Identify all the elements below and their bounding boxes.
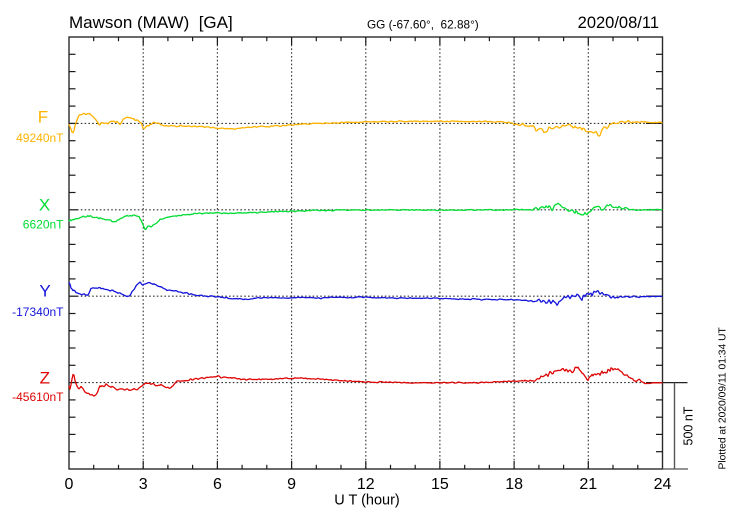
svg-text:21: 21 [579,476,597,493]
svg-text:-17340nT: -17340nT [12,305,64,319]
svg-text:6620nT: 6620nT [23,217,64,231]
svg-text:6: 6 [213,476,222,493]
svg-text:49240nT: 49240nT [16,131,64,145]
svg-text:9: 9 [287,476,296,493]
svg-text:24: 24 [654,476,672,493]
svg-text:0: 0 [65,476,74,493]
svg-text:18: 18 [505,476,523,493]
svg-text:3: 3 [139,476,148,493]
svg-text:12: 12 [357,476,375,493]
svg-text:Y: Y [39,282,50,301]
svg-text:Z: Z [40,369,50,388]
svg-text:X: X [39,196,50,215]
svg-text:GG (-67.60°, 62.88°): GG (-67.60°, 62.88°) [367,18,479,32]
svg-text:500 nT: 500 nT [682,406,696,445]
svg-text:U T (hour): U T (hour) [334,493,400,509]
svg-text:Plotted at 2020/09/11 01:34 UT: Plotted at 2020/09/11 01:34 UT [718,326,729,469]
svg-text:F: F [38,108,48,127]
svg-text:Mawson (MAW) [GA]: Mawson (MAW) [GA] [69,13,233,32]
svg-text:15: 15 [431,476,449,493]
svg-text:2020/08/11: 2020/08/11 [578,14,659,32]
svg-text:-45610nT: -45610nT [12,390,64,404]
